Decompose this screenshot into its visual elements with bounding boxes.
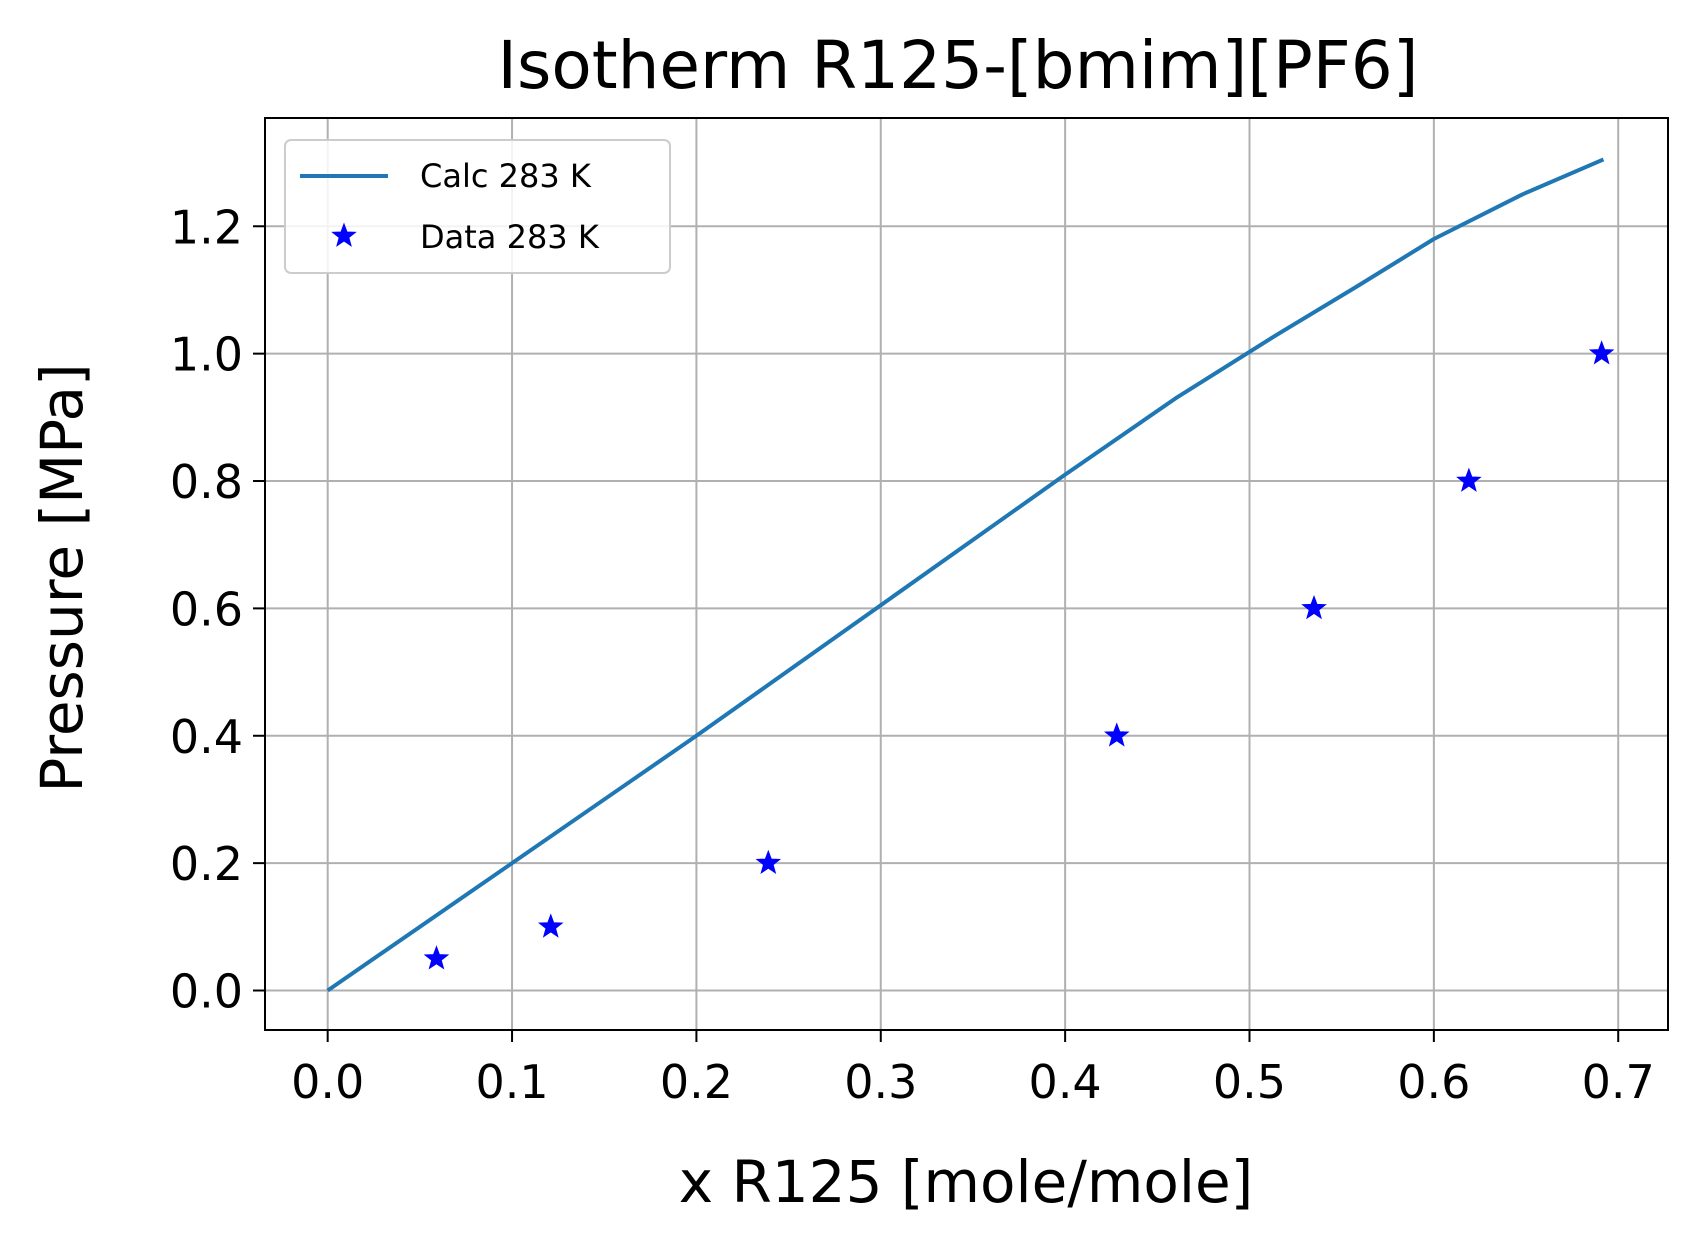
y-axis-label: Pressure [MPa] bbox=[28, 363, 96, 792]
y-tick-label: 0.2 bbox=[170, 837, 243, 891]
x-axis-label: x R125 [mole/mole] bbox=[679, 1148, 1254, 1216]
x-tick-label: 0.3 bbox=[844, 1055, 917, 1109]
y-tick-label: 0.0 bbox=[170, 965, 243, 1019]
x-tick-label: 0.2 bbox=[660, 1055, 733, 1109]
x-tick-label: 0.1 bbox=[475, 1055, 548, 1109]
legend-calc-label: Calc 283 K bbox=[420, 157, 592, 195]
x-tick-label: 0.0 bbox=[291, 1055, 364, 1109]
y-tick-label: 1.0 bbox=[170, 328, 243, 382]
x-tick-label: 0.7 bbox=[1582, 1055, 1655, 1109]
legend-box bbox=[284, 139, 671, 274]
data-point-star bbox=[755, 849, 782, 875]
series-layer bbox=[326, 157, 1615, 993]
grid bbox=[265, 118, 1668, 1030]
legend-data-label: Data 283 K bbox=[420, 218, 600, 256]
plot-frame bbox=[264, 117, 1669, 1031]
data-point-star bbox=[1301, 594, 1327, 620]
legend-data-star-swatch bbox=[331, 222, 357, 247]
y-tick-label: 0.4 bbox=[170, 710, 243, 764]
x-tick-label: 0.5 bbox=[1213, 1055, 1286, 1109]
ticks: 0.0 0.1 0.2 0.3 0.4 0.5 0.6 0.7 0.0 0.2 0.4 0.6 0.8 1… bbox=[170, 200, 1655, 1109]
x-tick-label: 0.4 bbox=[1029, 1055, 1102, 1109]
chart-title: Isotherm R125-[bmim][PF6] bbox=[497, 27, 1418, 104]
data-point-star bbox=[1588, 340, 1615, 365]
data-point-star bbox=[1456, 467, 1482, 492]
x-tick-label: 0.6 bbox=[1397, 1055, 1470, 1109]
data-point-star bbox=[423, 945, 450, 970]
y-tick-label: 1.2 bbox=[170, 200, 243, 254]
series-calc-line bbox=[326, 157, 1605, 993]
y-tick-label: 0.8 bbox=[170, 455, 243, 509]
legend: Calc 283 K Data 283 K bbox=[284, 139, 671, 274]
data-point-star bbox=[1103, 722, 1130, 747]
y-tick-label: 0.6 bbox=[170, 582, 243, 636]
data-point-star bbox=[537, 913, 564, 938]
